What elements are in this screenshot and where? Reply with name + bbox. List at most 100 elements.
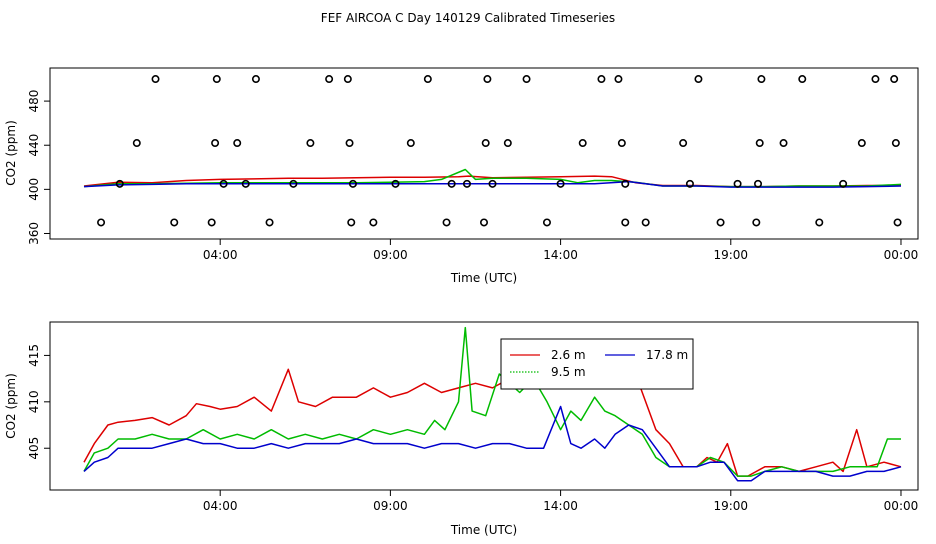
x-axis-top: 04:00 09:00 14:00 19:00 00:00	[203, 239, 918, 262]
flag-point-405-5	[391, 179, 400, 188]
chart-top: 04:00 09:00 14:00 19:00 00:00 360 400 440 480 T…	[4, 67, 919, 285]
flag-point-405-3	[289, 179, 298, 188]
flag-point-442-8	[578, 139, 587, 148]
flag-point-500-13	[871, 75, 880, 84]
bottom-y-tick-label-0: 405	[27, 437, 41, 460]
flag-point-500-11	[757, 75, 766, 84]
flag-point-500-4	[343, 75, 352, 84]
flag-point-405-13	[754, 179, 763, 188]
bottom-x-tick-label-0: 04:00	[203, 499, 238, 513]
flag-point-442-6	[481, 139, 490, 148]
legend: 2.6 m 9.5 m 17.8 m	[500, 338, 694, 390]
flag-point-370-1	[170, 218, 179, 227]
flag-point-500-2	[251, 75, 260, 84]
flag-point-370-11	[716, 218, 725, 227]
chart-bottom: 04:00 09:00 14:00 19:00 00:00 405 410 415 2.6 …	[4, 321, 919, 537]
top-y-tick-label-2: 440	[27, 134, 41, 157]
bottom-y-tick-label-2: 415	[27, 344, 41, 367]
y-axis-label-bottom: CO2 (ppm)	[4, 373, 18, 439]
bottom-x-tick-label-2: 14:00	[543, 499, 578, 513]
plot-frame-bottom	[49, 321, 919, 491]
bottom-x-tick-label-3: 19:00	[713, 499, 748, 513]
flag-point-405-11	[685, 179, 694, 188]
flag-point-370-5	[369, 218, 378, 227]
flag-point-370-10	[641, 218, 650, 227]
x-axis-label-bottom: Time (UTC)	[450, 523, 517, 537]
flag-point-500-1	[212, 75, 221, 84]
flag-point-500-0	[151, 75, 160, 84]
x-axis-label-top: Time (UTC)	[450, 271, 517, 285]
flag-point-370-6	[442, 218, 451, 227]
figure-title: FEF AIRCOA C Day 140129 Calibrated Times…	[321, 11, 615, 25]
flag-point-405-7	[462, 179, 471, 188]
flag-point-442-10	[679, 139, 688, 148]
top-x-tick-label-0: 04:00	[203, 248, 238, 262]
top-x-tick-label-2: 14:00	[543, 248, 578, 262]
flag-point-500-5	[423, 75, 432, 84]
top-x-tick-label-3: 19:00	[713, 248, 748, 262]
flag-point-370-2	[207, 218, 216, 227]
top-y-tick-label-0: 360	[27, 222, 41, 245]
flag-point-442-1	[211, 139, 220, 148]
series-group-bottom	[83, 326, 902, 482]
flag-point-370-14	[893, 218, 902, 227]
flag-point-442-4	[345, 139, 354, 148]
flag-point-442-11	[755, 139, 764, 148]
top-x-tick-label-4: 00:00	[884, 248, 919, 262]
bottom-x-tick-label-1: 09:00	[373, 499, 408, 513]
flag-point-442-14	[891, 139, 900, 148]
flag-points-top	[97, 75, 902, 227]
legend-label-17-8m: 17.8 m	[646, 348, 688, 362]
top-y-tick-label-1: 400	[27, 178, 41, 201]
flag-point-370-4	[347, 218, 356, 227]
top-x-tick-label-1: 09:00	[373, 248, 408, 262]
flag-point-442-3	[306, 139, 315, 148]
bottom-series-17-8-m	[83, 405, 902, 482]
bottom-x-tick-label-4: 00:00	[884, 499, 919, 513]
flag-point-405-6	[447, 179, 456, 188]
flag-point-370-0	[97, 218, 106, 227]
flag-point-442-0	[132, 139, 141, 148]
flag-point-405-8	[488, 179, 497, 188]
flag-point-500-10	[694, 75, 703, 84]
flag-point-500-3	[325, 75, 334, 84]
plot-frame-top	[49, 67, 919, 240]
flag-point-370-8	[542, 218, 551, 227]
y-axis-top: 360 400 440 480	[27, 90, 50, 245]
flag-point-370-7	[479, 218, 488, 227]
flag-point-405-14	[839, 179, 848, 188]
bottom-series-2-6-m	[83, 350, 902, 477]
x-axis-bottom: 04:00 09:00 14:00 19:00 00:00	[203, 490, 918, 513]
flag-point-405-0	[115, 179, 124, 188]
legend-box	[500, 338, 694, 390]
flag-point-442-7	[503, 139, 512, 148]
legend-label-2-6m: 2.6 m	[551, 348, 586, 362]
bottom-series-9-5-m	[83, 326, 901, 477]
flag-point-405-1	[219, 179, 228, 188]
flag-point-442-9	[617, 139, 626, 148]
flag-point-500-9	[614, 75, 623, 84]
flag-point-370-9	[621, 218, 630, 227]
flag-point-500-7	[522, 75, 531, 84]
y-axis-bottom: 405 410 415	[27, 344, 50, 460]
flag-point-442-12	[779, 139, 788, 148]
flag-point-405-10	[621, 179, 630, 188]
flag-point-500-12	[798, 75, 807, 84]
y-axis-label-top: CO2 (ppm)	[4, 120, 18, 186]
series-group-top	[83, 168, 902, 188]
flag-point-370-3	[265, 218, 274, 227]
flag-point-500-14	[890, 75, 899, 84]
flag-point-405-4	[348, 179, 357, 188]
flag-point-370-13	[815, 218, 824, 227]
flag-point-405-9	[556, 179, 565, 188]
flag-point-500-6	[483, 75, 492, 84]
legend-label-9-5m: 9.5 m	[551, 365, 586, 379]
flag-point-442-2	[233, 139, 242, 148]
flag-point-370-12	[752, 218, 761, 227]
flag-point-442-5	[406, 139, 415, 148]
top-y-tick-label-3: 480	[27, 90, 41, 113]
flag-point-405-2	[241, 179, 250, 188]
flag-point-442-13	[857, 139, 866, 148]
